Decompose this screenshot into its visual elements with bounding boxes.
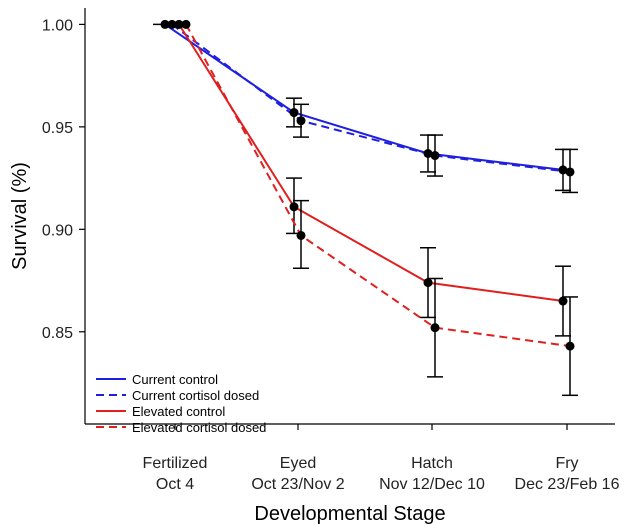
data-point (423, 148, 433, 158)
data-point (296, 230, 306, 240)
x-tick-sublabel: Dec 23/Feb 16 (515, 476, 620, 493)
data-point (181, 19, 191, 29)
data-point (565, 341, 575, 351)
axes: 0.85 0.90 0.95 1.00 Fertilized Oct 4 Eyed Oct 2… (42, 8, 620, 493)
x-tick-sublabel: Oct 4 (156, 476, 194, 493)
series-line-1 (171, 23, 571, 173)
x-tick-label: Eyed (280, 455, 316, 472)
x-tick-sublabel: Oct 23/Nov 2 (251, 476, 344, 493)
x-tick-label: Fry (555, 455, 578, 472)
data-point (296, 116, 306, 126)
data-point (565, 167, 575, 177)
legend-label: Current cortisol dosed (132, 388, 259, 403)
data-point (558, 165, 568, 175)
x-tick-label: Hatch (411, 455, 453, 472)
data-point (430, 151, 440, 161)
data-point (289, 202, 299, 212)
data-point (289, 108, 299, 118)
x-tick-label: Fertilized (143, 455, 208, 472)
y-tick-label: 0.95 (42, 120, 73, 137)
data-point (174, 19, 184, 29)
y-axis-title: Survival (%) (9, 162, 31, 270)
y-tick-label: 0.85 (42, 325, 73, 342)
legend-label: Current control (132, 372, 218, 387)
data-point (558, 296, 568, 306)
y-tick-label: 0.90 (42, 222, 73, 239)
data-point (167, 19, 177, 29)
y-tick-label: 1.00 (42, 17, 73, 34)
series-line-3 (185, 23, 571, 348)
series-layer (153, 19, 578, 397)
data-point (160, 19, 170, 29)
x-axis-title: Developmental Stage (254, 503, 445, 524)
data-point (430, 323, 440, 333)
legend-label: Elevated cortisol dosed (132, 420, 266, 435)
x-tick-sublabel: Nov 12/Dec 10 (379, 476, 485, 493)
data-point (423, 278, 433, 288)
legend-label: Elevated control (132, 404, 225, 419)
